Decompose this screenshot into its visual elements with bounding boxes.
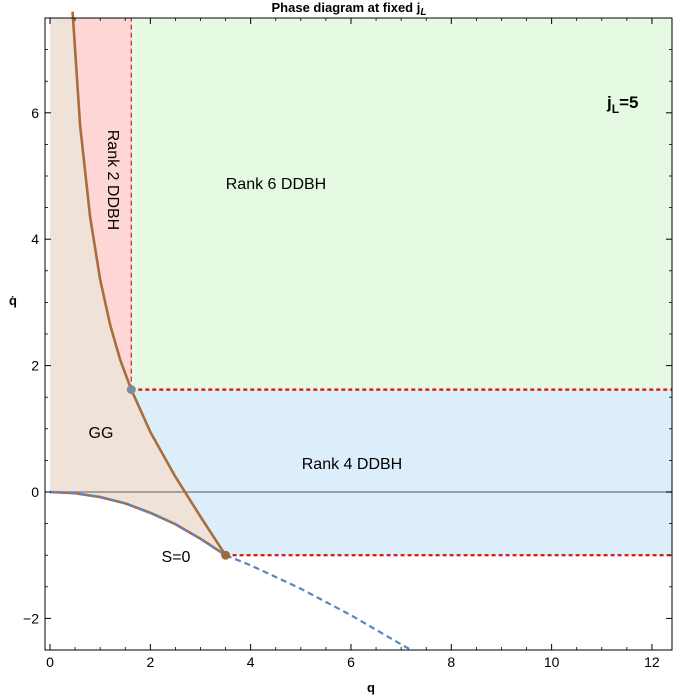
critical-point-1	[126, 385, 136, 395]
region-gg	[50, 18, 226, 556]
region-label-rank2: Rank 2 DDBH	[104, 130, 121, 230]
region-rank4	[131, 389, 672, 556]
y-tick-label: 4	[31, 231, 39, 247]
critical-point-2	[221, 550, 231, 560]
x-tick-label: 10	[544, 654, 560, 670]
x-tick-label: 0	[46, 654, 54, 670]
region-label-gg: GG	[89, 425, 114, 442]
series-layer	[49, 11, 672, 651]
x-tick-label: 4	[247, 654, 255, 670]
extremal-dashed-curve	[49, 490, 412, 651]
region-label-rank4: Rank 4 DDBH	[302, 456, 402, 473]
parameter-label-main: j	[606, 93, 612, 112]
x-tick-label: 6	[347, 654, 355, 670]
y-tick-label: 0	[31, 484, 39, 500]
parameter-label: jL=5	[606, 93, 638, 116]
x-axis-title: q	[367, 680, 375, 695]
x-tick-label: 2	[146, 654, 154, 670]
x-tick-label: 8	[447, 654, 455, 670]
region-label-s0: S=0	[162, 549, 191, 566]
region-rank6	[131, 18, 672, 390]
regions-layer	[50, 18, 672, 556]
chart-title: Phase diagram at fixed jL	[272, 0, 427, 18]
region-label-rank6: Rank 6 DDBH	[226, 176, 326, 193]
x-tick-label: 12	[644, 654, 660, 670]
region-rank2	[72, 18, 132, 390]
labels-layer: Phase diagram at fixed jL q q̇ jL=5 Rank…	[9, 0, 638, 695]
y-tick-label: 6	[31, 105, 39, 121]
y-axis-title: q̇	[9, 293, 17, 308]
parameter-label-rest: =5	[619, 93, 638, 112]
parameter-label-subscript: L	[612, 102, 619, 116]
points-layer	[126, 385, 231, 560]
chart-title-subscript: L	[420, 7, 426, 18]
chart-title-main: Phase diagram at fixed j	[272, 0, 421, 15]
axes-layer: 0 2 4 6 8 10 12 −2 0 2 4 6	[23, 17, 673, 670]
y-tick-label: −2	[23, 610, 39, 626]
upper-boundary-curve	[71, 11, 227, 556]
y-tick-label: 2	[31, 358, 39, 374]
